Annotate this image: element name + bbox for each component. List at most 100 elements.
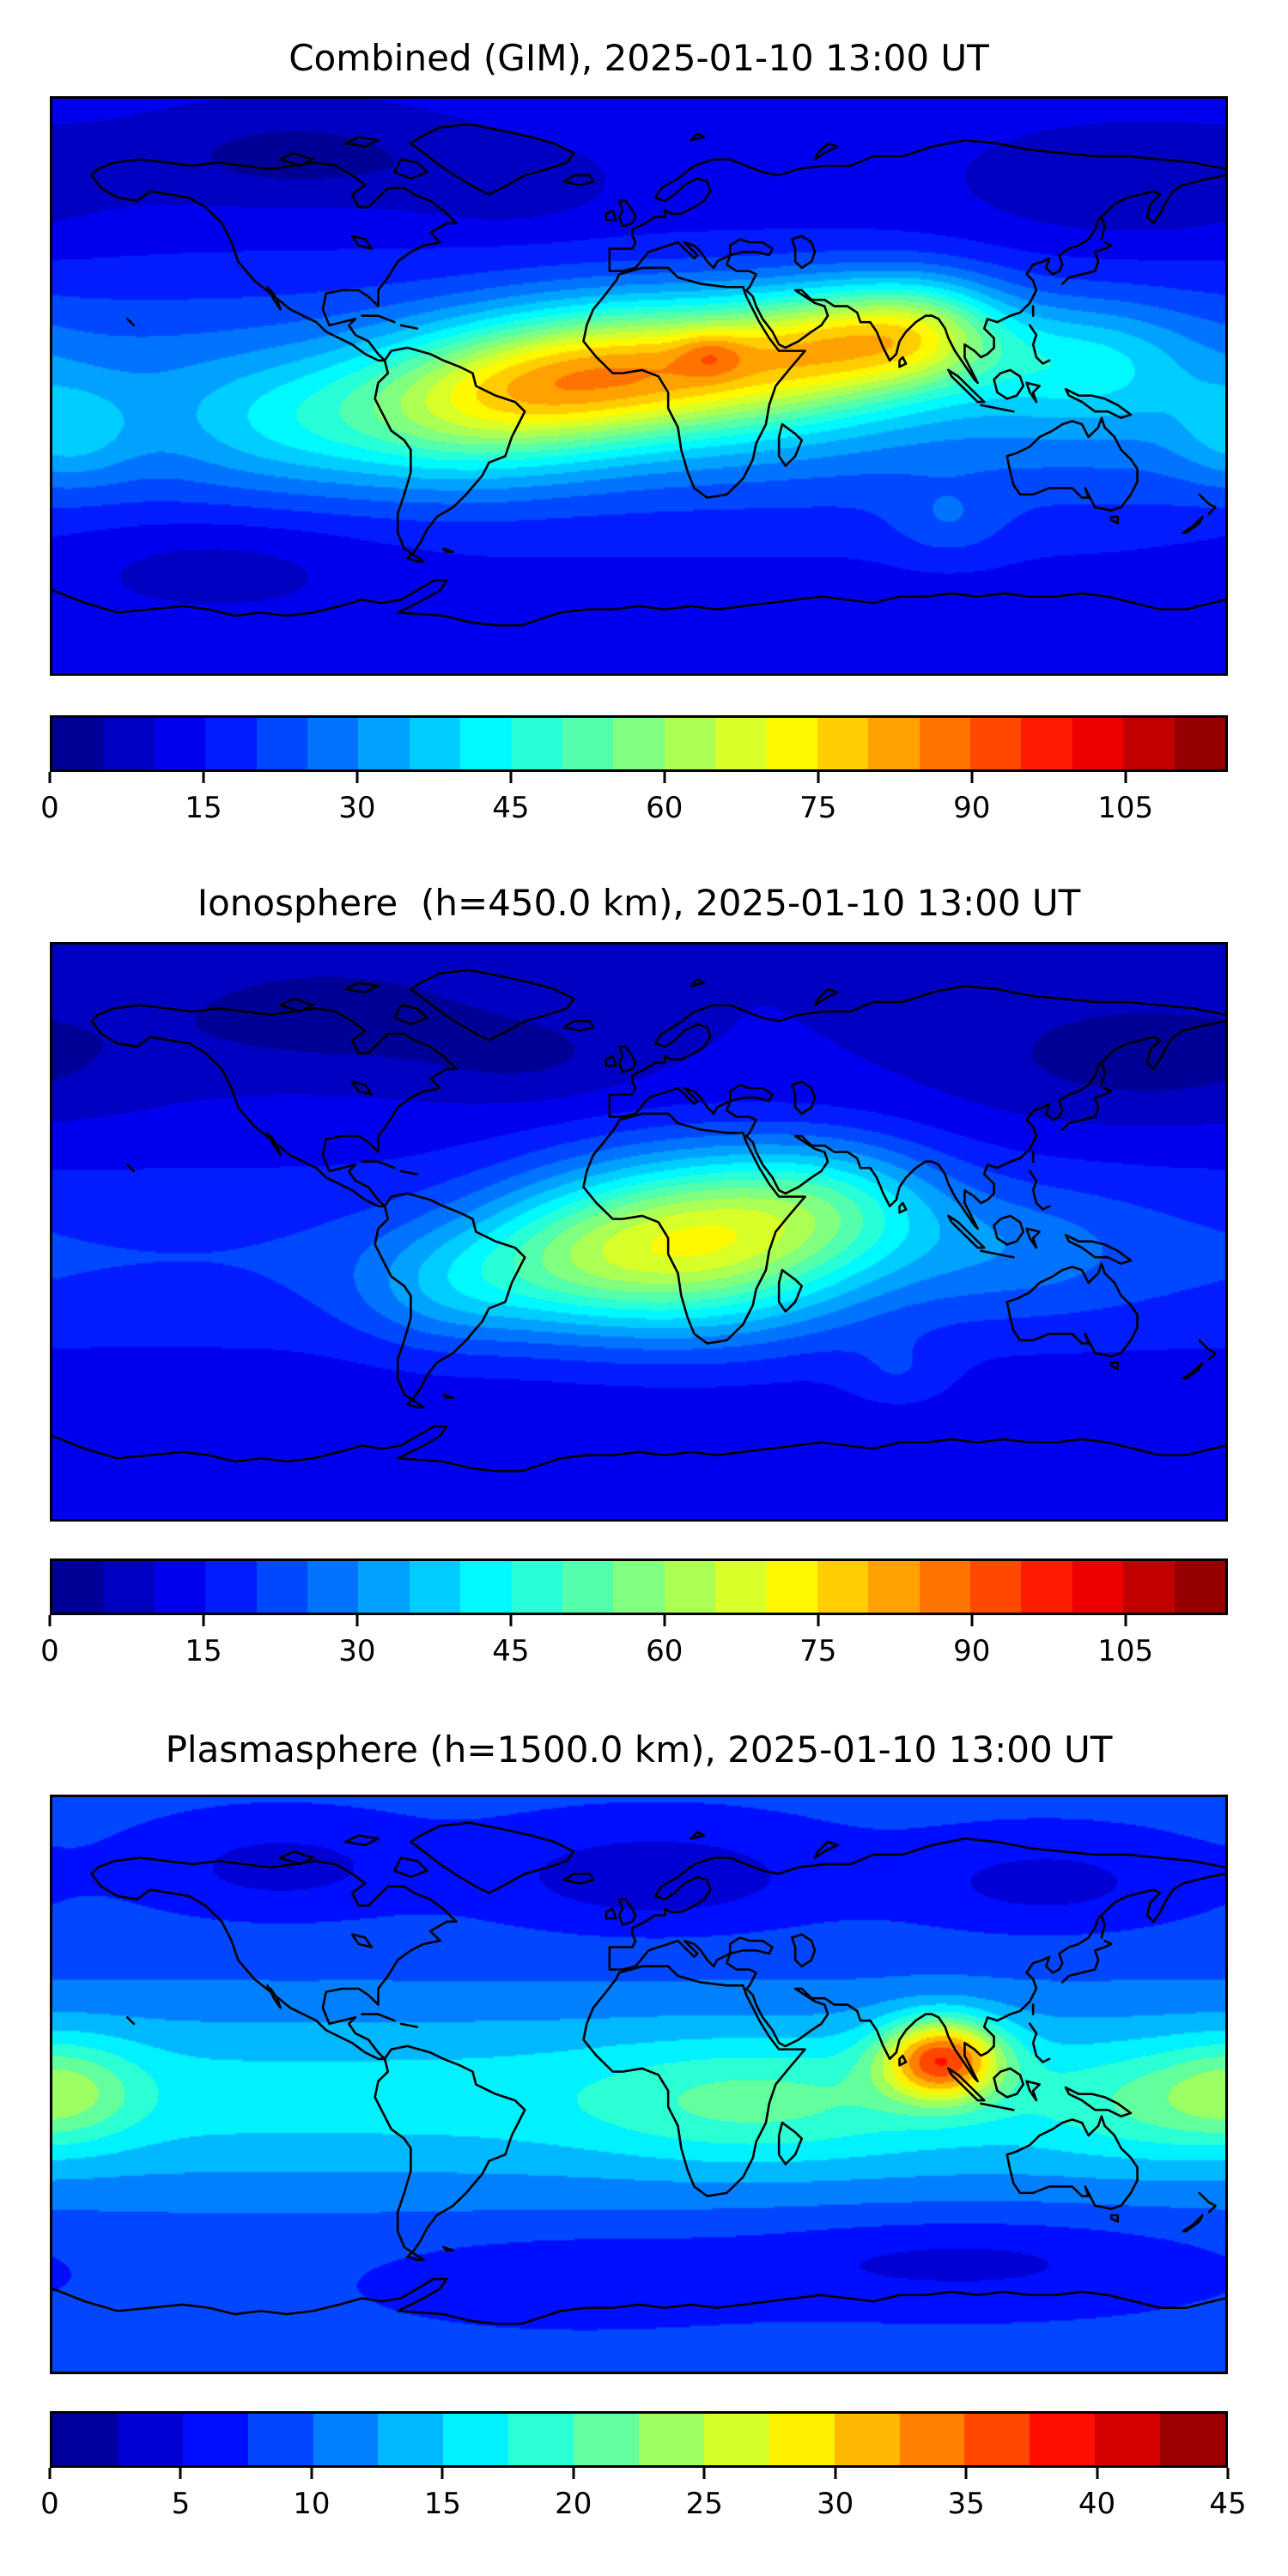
colorbar-segment bbox=[205, 1561, 257, 1613]
panel-title-combined: Combined (GIM), 2025-01-10 13:00 UT bbox=[289, 37, 989, 79]
colorbar-segment bbox=[868, 718, 920, 769]
colorbar-segment bbox=[769, 2414, 835, 2465]
colorbar-segment bbox=[562, 1561, 614, 1613]
colorbar-segment bbox=[817, 1561, 869, 1613]
colorbar-tick-label: 30 bbox=[338, 1634, 376, 1668]
colorbar-tick-label: 0 bbox=[40, 791, 59, 825]
colorbar-tick bbox=[970, 772, 974, 783]
colorbar-tick-label: 75 bbox=[799, 791, 837, 825]
tec-field-canvas bbox=[52, 1797, 1225, 2372]
colorbar-tick-label: 0 bbox=[40, 1634, 59, 1668]
colorbar-plasmasphere: 0 5 10 15 20 25 30 35 40 45 bbox=[40, 2411, 1247, 2521]
colorbar-segment bbox=[639, 2414, 704, 2465]
colorbar-segment bbox=[443, 2414, 509, 2465]
colorbar-tick bbox=[48, 1615, 52, 1626]
colorbar-ionosphere: 0 15 30 45 60 75 90 105 bbox=[40, 1558, 1228, 1668]
colorbar-tick-label: 45 bbox=[492, 1634, 530, 1668]
colorbar-tick bbox=[310, 2468, 313, 2479]
colorbar-tick-label: 15 bbox=[185, 1634, 222, 1668]
colorbar-segment bbox=[766, 718, 817, 769]
colorbar-tick-label: 15 bbox=[185, 791, 222, 825]
colorbar-segment bbox=[409, 718, 461, 769]
colorbar-segment bbox=[511, 1561, 562, 1613]
colorbar-tick-label: 90 bbox=[953, 1634, 991, 1668]
colorbar-segment bbox=[715, 1561, 767, 1613]
colorbar-segment bbox=[970, 718, 1022, 769]
coastlines bbox=[52, 1797, 1225, 2372]
tec-field-canvas bbox=[52, 945, 1225, 1519]
colorbar-tick bbox=[202, 772, 205, 783]
colorbar-segment bbox=[613, 1561, 665, 1613]
colorbar-tick bbox=[1124, 1615, 1127, 1626]
colorbar-segment bbox=[460, 1561, 512, 1613]
colorbar-segment bbox=[1021, 1561, 1072, 1613]
colorbar-segment bbox=[664, 718, 716, 769]
map-ionosphere bbox=[50, 942, 1228, 1522]
colorbar-segment bbox=[1160, 2414, 1226, 2465]
colorbar-segment bbox=[919, 1561, 971, 1613]
colorbar-segment bbox=[378, 2414, 444, 2465]
colorbar-segment bbox=[205, 718, 257, 769]
colorbar-segment bbox=[964, 2414, 1030, 2465]
colorbar-segment bbox=[358, 1561, 410, 1613]
colorbar-segment bbox=[574, 2414, 640, 2465]
colorbar-tick bbox=[1124, 772, 1127, 783]
colorbar-tick bbox=[817, 1615, 820, 1626]
colorbar-tick bbox=[970, 1615, 974, 1626]
colorbar-segment bbox=[919, 718, 971, 769]
colorbar-swatches bbox=[50, 2411, 1228, 2468]
colorbar-tick bbox=[964, 2468, 968, 2479]
colorbar-segment bbox=[52, 718, 104, 769]
colorbar-segment bbox=[154, 1561, 206, 1613]
colorbar-tick bbox=[663, 1615, 666, 1626]
colorbar-segment bbox=[1030, 2414, 1096, 2465]
colorbar-tick-label: 90 bbox=[953, 791, 991, 825]
colorbar-segment bbox=[703, 2414, 769, 2465]
coastline-path bbox=[52, 970, 1225, 1472]
colorbar-tick-label: 25 bbox=[685, 2487, 723, 2521]
colorbar-segment bbox=[511, 718, 562, 769]
colorbar-segment bbox=[562, 718, 614, 769]
colorbar-tick-label: 15 bbox=[423, 2487, 461, 2521]
colorbar-tick bbox=[1096, 2468, 1099, 2479]
tec-field-canvas bbox=[52, 99, 1225, 673]
colorbar-segment bbox=[715, 718, 767, 769]
colorbar-segment bbox=[664, 1561, 716, 1613]
colorbar-segment bbox=[154, 718, 206, 769]
colorbar-segment bbox=[117, 2414, 183, 2465]
colorbar-segment bbox=[1123, 718, 1175, 769]
colorbar-swatches bbox=[50, 715, 1228, 772]
colorbar-tick-label: 20 bbox=[555, 2487, 592, 2521]
colorbar-segment bbox=[52, 2414, 118, 2465]
colorbar-tick-label: 60 bbox=[646, 791, 683, 825]
colorbar-tick bbox=[179, 2468, 182, 2479]
colorbar-segment bbox=[899, 2414, 965, 2465]
colorbar-segment bbox=[834, 2414, 900, 2465]
colorbar-segment bbox=[1021, 718, 1072, 769]
colorbar-segment bbox=[1072, 1561, 1124, 1613]
colorbar-tick bbox=[440, 2468, 444, 2479]
colorbar-tick bbox=[1226, 2468, 1230, 2479]
coastlines bbox=[52, 945, 1225, 1519]
colorbar-segment bbox=[313, 2414, 379, 2465]
colorbar-tick-label: 60 bbox=[646, 1634, 683, 1668]
colorbar-tick bbox=[48, 772, 52, 783]
colorbar-segment bbox=[508, 2414, 574, 2465]
colorbar-segment bbox=[103, 1561, 155, 1613]
colorbar-segment bbox=[613, 718, 665, 769]
colorbar-segment bbox=[52, 1561, 104, 1613]
colorbar-tick-label: 30 bbox=[338, 791, 376, 825]
colorbar-tick bbox=[355, 772, 359, 783]
colorbar-tick-label: 45 bbox=[492, 791, 530, 825]
colorbar-segment bbox=[103, 718, 155, 769]
colorbar-tick-label: 45 bbox=[1209, 2487, 1247, 2521]
colorbar-combined: 0 15 30 45 60 75 90 105 bbox=[40, 715, 1228, 825]
colorbar-segment bbox=[817, 718, 869, 769]
colorbar-swatches bbox=[50, 1558, 1228, 1615]
colorbar-tick-label: 35 bbox=[947, 2487, 985, 2521]
coastlines bbox=[52, 99, 1225, 673]
map-combined bbox=[50, 96, 1228, 676]
coastline-path bbox=[52, 125, 1225, 626]
colorbar-tick-label: 30 bbox=[817, 2487, 854, 2521]
colorbar-tick-label: 0 bbox=[40, 2487, 59, 2521]
